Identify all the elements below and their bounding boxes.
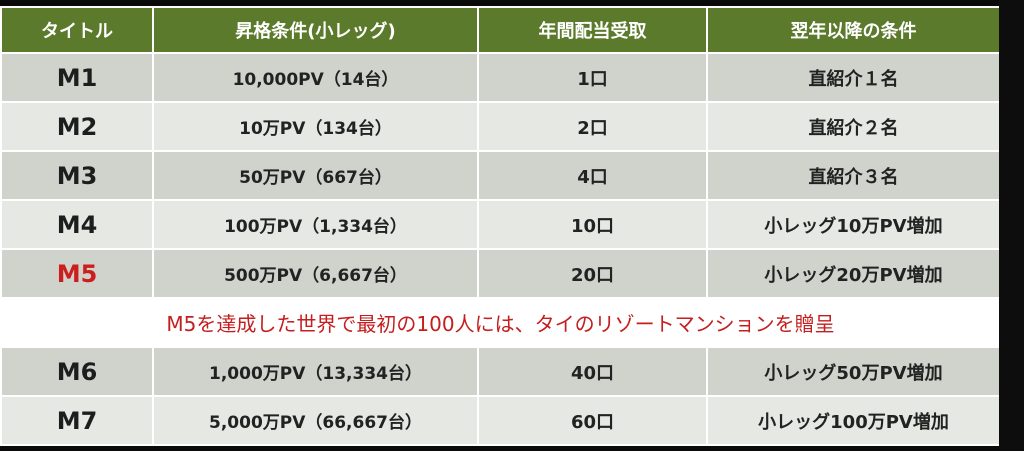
next-year-condition: 小レッグ20万PV増加 xyxy=(706,248,1001,299)
rank-title: M2 xyxy=(0,101,154,152)
annual-dividend: 20口 xyxy=(477,248,708,299)
promotion-condition: 10,000PV（14台） xyxy=(152,52,479,103)
header-row: タイトル 昇格条件(小レッグ) 年間配当受取 翌年以降の条件 xyxy=(0,6,1001,54)
annual-dividend: 1口 xyxy=(477,52,708,103)
header-promotion-condition: 昇格条件(小レッグ) xyxy=(152,6,479,54)
annual-dividend: 2口 xyxy=(477,101,708,152)
annual-dividend: 60口 xyxy=(477,395,708,446)
rank-title: M3 xyxy=(0,150,154,201)
promotion-condition: 1,000万PV（13,334台） xyxy=(152,346,479,397)
annual-dividend: 10口 xyxy=(477,199,708,250)
promotion-condition: 500万PV（6,667台） xyxy=(152,248,479,299)
rank-title: M4 xyxy=(0,199,154,250)
rank-title: M6 xyxy=(0,346,154,397)
annual-dividend: 4口 xyxy=(477,150,708,201)
promotion-condition: 5,000万PV（66,667台） xyxy=(152,395,479,446)
table-row: M1 10,000PV（14台） 1口 直紹介１名 xyxy=(0,52,1001,103)
promotion-condition: 50万PV（667台） xyxy=(152,150,479,201)
note-text: M5を達成した世界で最初の100人には、タイのリゾートマンションを贈呈 xyxy=(0,297,1001,348)
table-row: M5 500万PV（6,667台） 20口 小レッグ20万PV増加 xyxy=(0,248,1001,299)
header-title: タイトル xyxy=(0,6,154,54)
next-year-condition: 直紹介１名 xyxy=(706,52,1001,103)
promotion-condition: 100万PV（1,334台） xyxy=(152,199,479,250)
rank-table: タイトル 昇格条件(小レッグ) 年間配当受取 翌年以降の条件 M1 10,000… xyxy=(0,6,1001,446)
header-next-year-condition: 翌年以降の条件 xyxy=(706,6,1001,54)
promotion-condition: 10万PV（134台） xyxy=(152,101,479,152)
next-year-condition: 直紹介２名 xyxy=(706,101,1001,152)
annual-dividend: 40口 xyxy=(477,346,708,397)
next-year-condition: 直紹介３名 xyxy=(706,150,1001,201)
rank-title: M1 xyxy=(0,52,154,103)
rank-title: M7 xyxy=(0,395,154,446)
note-row: M5を達成した世界で最初の100人には、タイのリゾートマンションを贈呈 xyxy=(0,297,1001,348)
next-year-condition: 小レッグ100万PV増加 xyxy=(706,395,1001,446)
right-edge-shadow xyxy=(999,0,1024,451)
rank-title-highlighted: M5 xyxy=(0,248,154,299)
table-row: M6 1,000万PV（13,334台） 40口 小レッグ50万PV増加 xyxy=(0,346,1001,397)
table-row: M4 100万PV（1,334台） 10口 小レッグ10万PV増加 xyxy=(0,199,1001,250)
table-row: M2 10万PV（134台） 2口 直紹介２名 xyxy=(0,101,1001,152)
header-annual-dividend: 年間配当受取 xyxy=(477,6,708,54)
next-year-condition: 小レッグ10万PV増加 xyxy=(706,199,1001,250)
next-year-condition: 小レッグ50万PV増加 xyxy=(706,346,1001,397)
table-row: M3 50万PV（667台） 4口 直紹介３名 xyxy=(0,150,1001,201)
table-row: M7 5,000万PV（66,667台） 60口 小レッグ100万PV増加 xyxy=(0,395,1001,446)
